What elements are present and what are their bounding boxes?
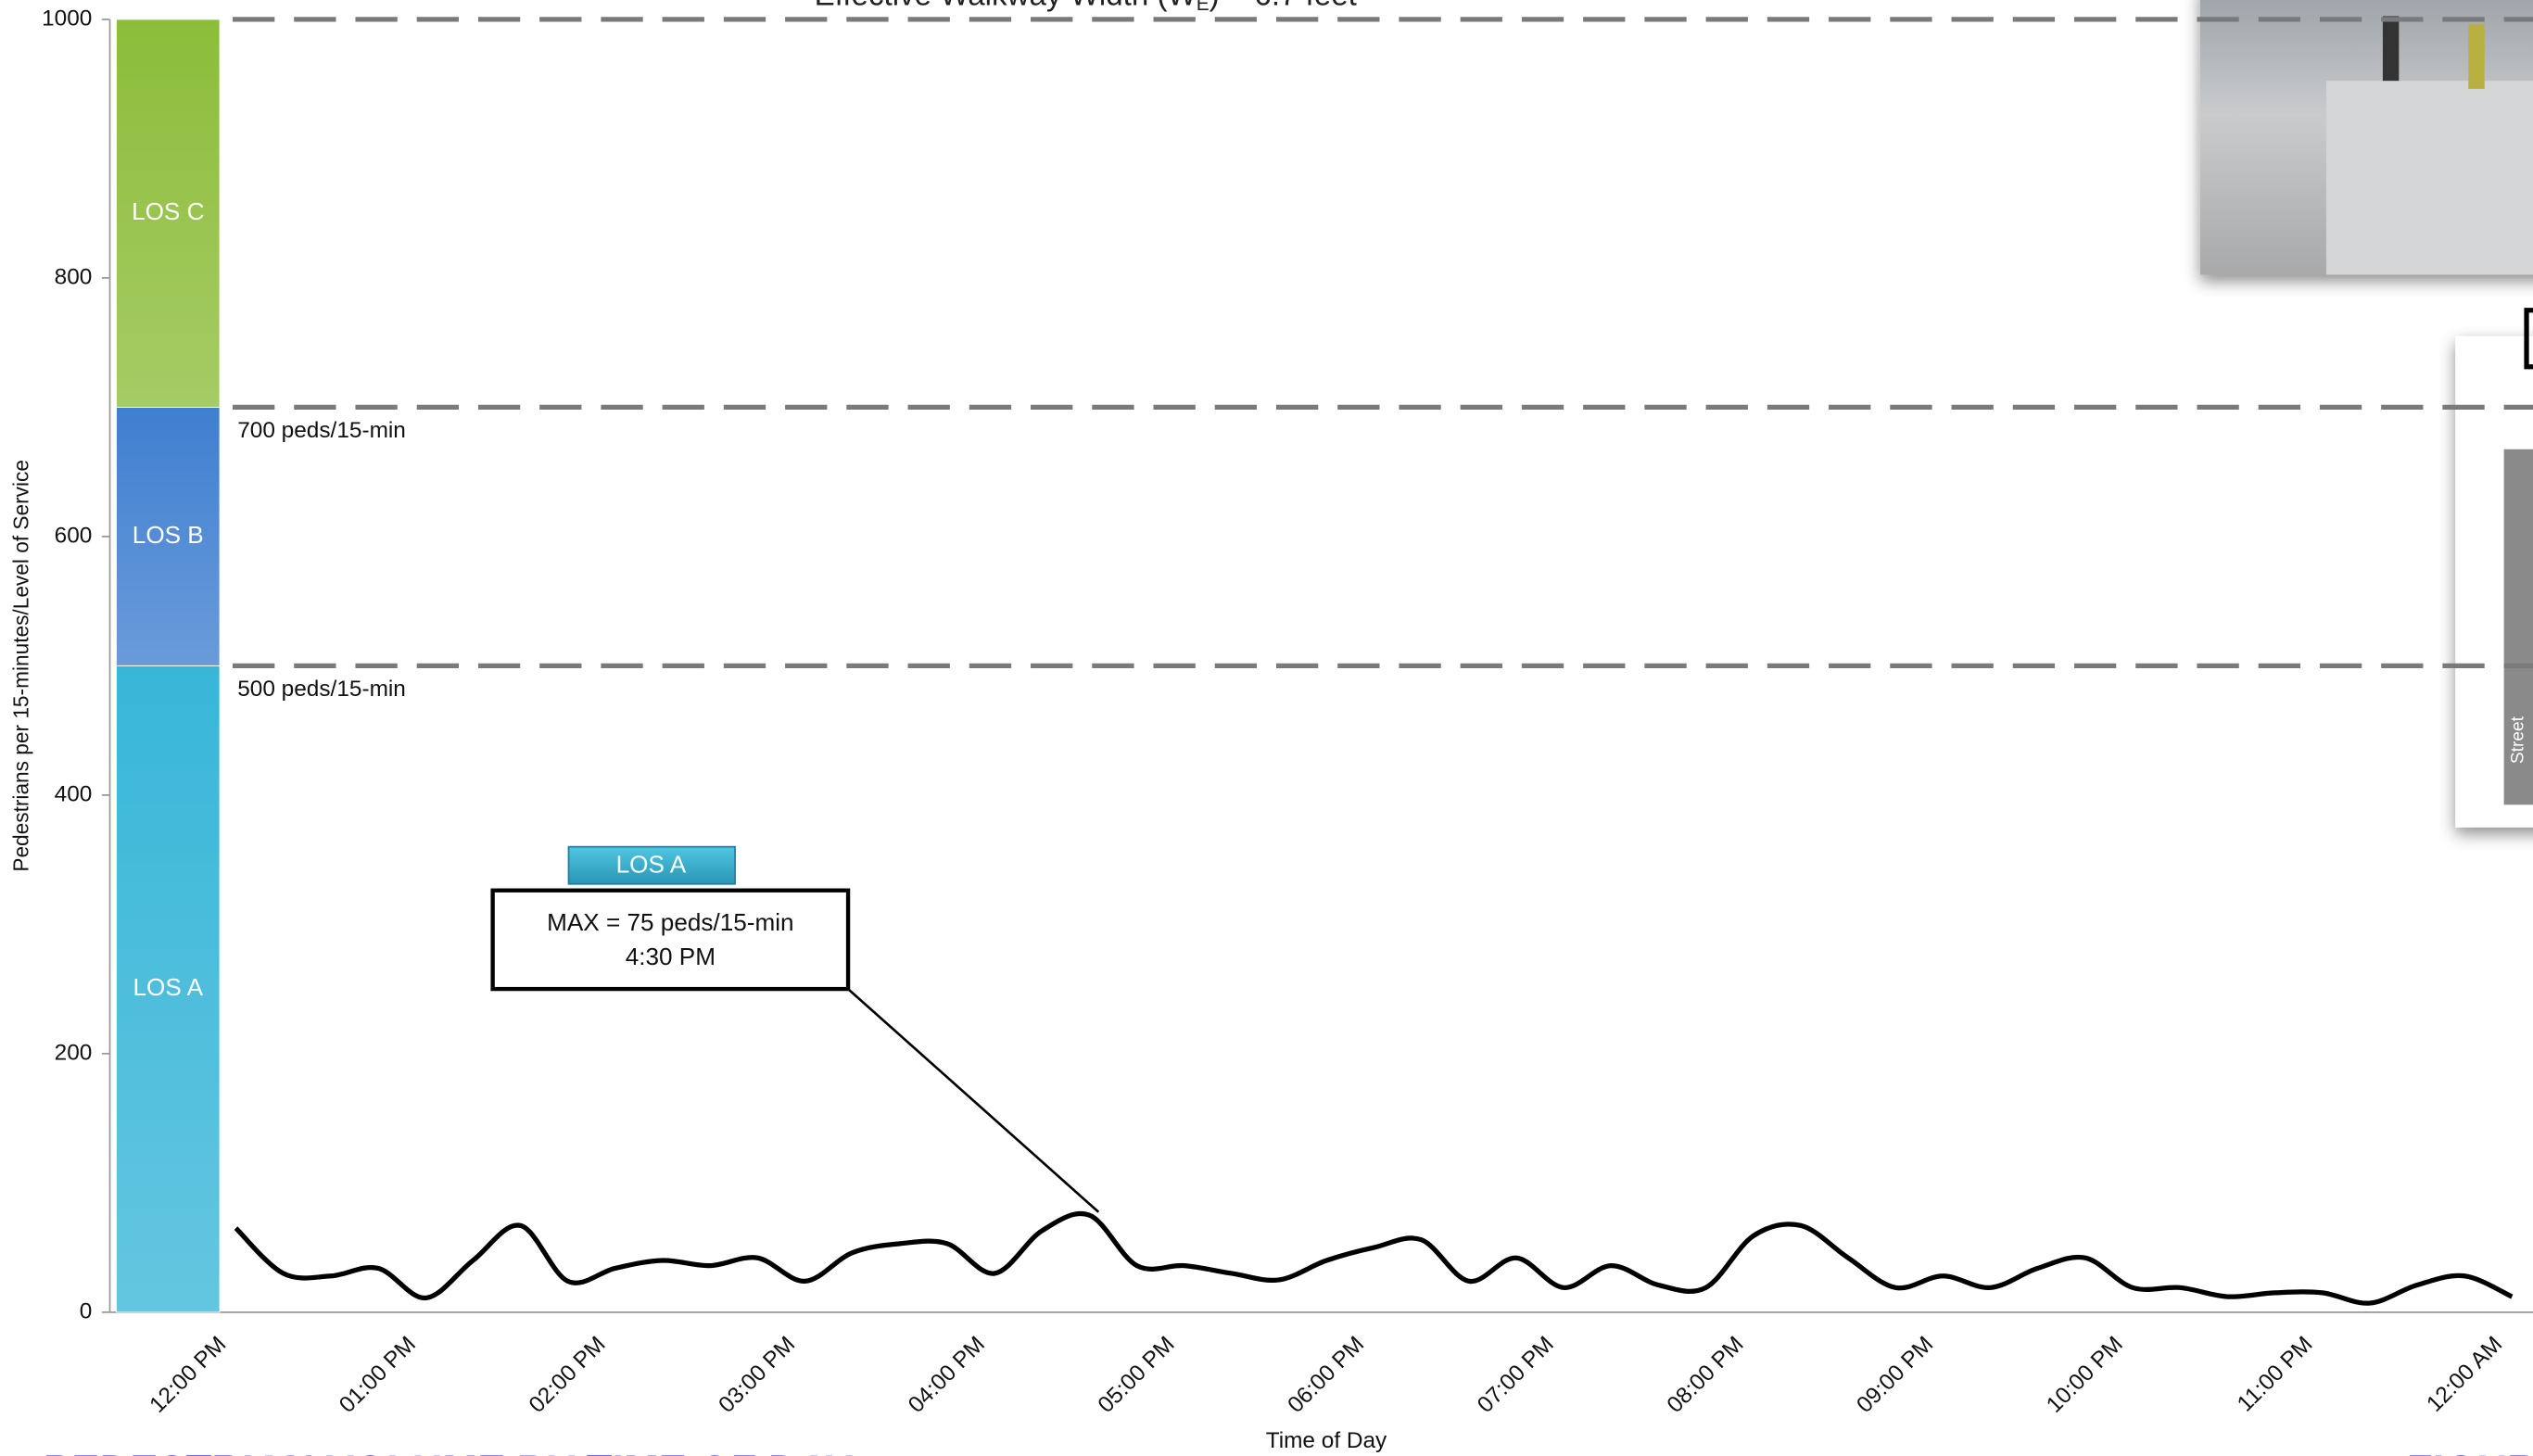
annotation-badge-label: LOS A	[616, 850, 687, 878]
los-band-label: LOS A	[133, 973, 204, 1001]
title-text: Effective Walkway Width (W	[815, 0, 1197, 12]
y-tick-label: 400	[55, 781, 93, 806]
y-axis-label: Pedestrians per 15-minutes/Level of Serv…	[8, 460, 32, 872]
y-tick-label: 0	[80, 1298, 93, 1323]
side-bar	[2503, 449, 2533, 805]
annotation-line: MAX = 75 peds/15-min	[547, 908, 793, 936]
x-tick-label: 02:00 PM	[525, 1332, 611, 1418]
x-tick-label: 05:00 PM	[1094, 1332, 1180, 1418]
annotation-badge	[567, 845, 736, 885]
x-tick-label: 03:00 PM	[714, 1332, 800, 1418]
y-tick-label: 200	[55, 1040, 93, 1065]
annotation-box	[490, 888, 851, 992]
x-tick-label: 11:00 PM	[2233, 1332, 2318, 1417]
los-band-label: LOS C	[132, 197, 204, 225]
x-tick-label: 06:00 PM	[1283, 1332, 1369, 1418]
leader-line	[847, 988, 1100, 1213]
y-tick-label: 600	[55, 523, 93, 548]
title-subscript: E	[1197, 0, 1210, 15]
footer-figure: FIGUR	[2407, 1447, 2533, 1456]
photo-sidewalk	[2325, 81, 2533, 275]
side-label: Street	[2508, 715, 2527, 764]
x-axis-label: Time of Day	[1266, 1428, 1387, 1453]
x-tick-label: 04:00 PM	[904, 1332, 990, 1418]
los-band-label: LOS B	[133, 521, 204, 549]
chart-title: Effective Walkway Width (WE) = 6.7 feet	[815, 0, 1357, 15]
footer-title: PEDESTRIAN VOLUME BY TIME OF DAY	[44, 1447, 853, 1456]
title-end: ) = 6.7 feet	[1210, 0, 1357, 12]
los-band	[116, 19, 221, 408]
photo-person	[2382, 16, 2400, 82]
annotation-line: 4:30 PM	[626, 943, 716, 970]
photo-person	[2468, 24, 2485, 89]
x-tick-label: 08:00 PM	[1663, 1332, 1749, 1418]
y-tick-label: 1000	[42, 6, 92, 31]
x-tick-label: 07:00 PM	[1473, 1332, 1559, 1418]
x-tick-label: 10:00 PM	[2042, 1332, 2128, 1418]
x-tick-label: 01:00 PM	[335, 1332, 421, 1418]
side-bracket	[2524, 308, 2533, 370]
threshold-label: 500 peds/15-min	[237, 677, 406, 702]
x-tick-label: 12:00 AM	[2422, 1332, 2507, 1417]
threshold-label: 700 peds/15-min	[237, 418, 406, 443]
y-tick-label: 800	[55, 264, 93, 289]
x-tick-label: 12:00 PM	[145, 1332, 231, 1418]
x-tick-label: 09:00 PM	[1852, 1332, 1938, 1418]
data-line	[234, 1211, 2514, 1306]
los-band	[116, 665, 221, 1313]
